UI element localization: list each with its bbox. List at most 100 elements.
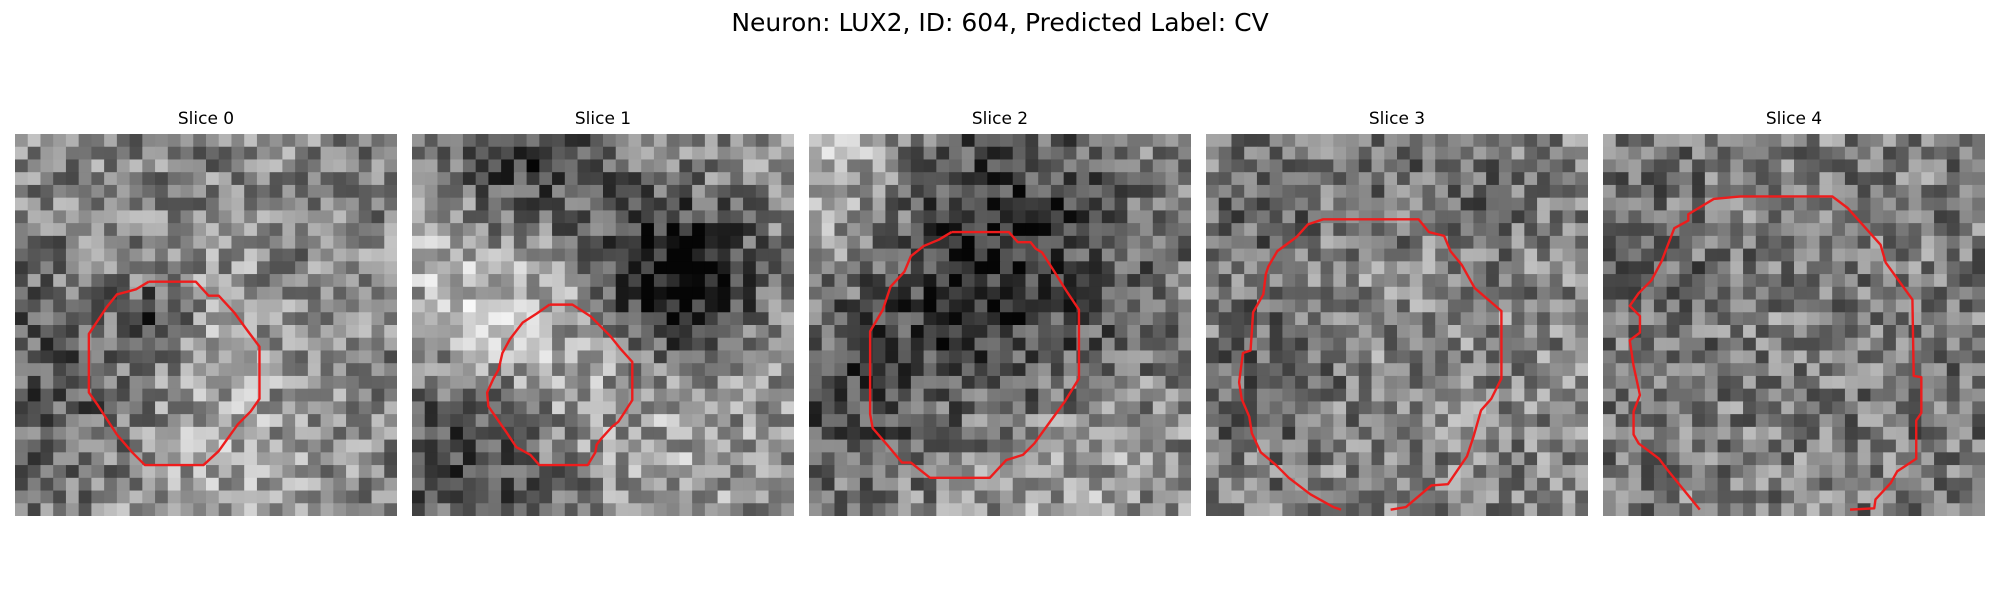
pixel [768, 274, 782, 288]
pixel [1743, 274, 1757, 288]
pixel [1473, 465, 1487, 479]
pixel [936, 503, 950, 516]
pixel [1755, 490, 1770, 504]
pixel [1114, 261, 1128, 275]
pixel [206, 159, 220, 173]
pixel [641, 261, 655, 275]
pixel [1946, 299, 1961, 313]
pixel [1076, 414, 1090, 428]
pixel [1397, 299, 1411, 313]
pixel [358, 426, 373, 441]
pixel [1895, 503, 1910, 516]
pixel [1269, 274, 1283, 288]
pixel [1511, 388, 1525, 402]
pixel [91, 426, 105, 441]
pixel [65, 223, 80, 237]
pixel [552, 388, 566, 402]
pixel [1127, 401, 1141, 415]
pixel [1511, 503, 1525, 516]
pixel [307, 172, 322, 186]
pixel [949, 146, 963, 160]
pixel [218, 134, 232, 148]
pixel [53, 235, 67, 250]
pixel [898, 388, 912, 402]
pixel [1486, 172, 1500, 186]
pixel [1794, 197, 1808, 211]
pixel [961, 439, 976, 453]
pixel [1397, 146, 1411, 160]
pixel [1819, 159, 1833, 173]
pixel [1972, 274, 1985, 288]
pixel [1473, 197, 1487, 211]
pixel [244, 503, 258, 516]
pixel [1692, 426, 1706, 441]
pixel [564, 375, 579, 390]
pixel [1857, 490, 1871, 504]
pixel [641, 134, 655, 148]
pixel [949, 274, 963, 288]
pixel [1615, 363, 1629, 377]
pixel [193, 197, 207, 211]
pixel [244, 388, 258, 402]
pixel [384, 197, 397, 211]
pixel [768, 299, 782, 313]
pixel [269, 375, 283, 390]
pixel [1486, 375, 1500, 390]
pixel [704, 172, 719, 186]
pixel [231, 274, 245, 288]
pixel [1165, 235, 1179, 250]
pixel [1384, 375, 1398, 390]
pixel [1422, 286, 1436, 301]
pixel [1498, 439, 1513, 453]
pixel [320, 401, 334, 415]
pixel [155, 286, 169, 301]
pixel [768, 210, 782, 224]
pixel [679, 414, 693, 428]
pixel [872, 490, 886, 504]
pixel [1076, 184, 1090, 199]
pixel [1603, 363, 1617, 377]
pixel [1743, 134, 1757, 148]
pixel [53, 325, 67, 339]
pixel [885, 299, 899, 313]
pixel [615, 274, 629, 288]
pixel [949, 235, 963, 250]
pixel [628, 477, 642, 492]
pixel [1498, 401, 1513, 415]
pixel [1895, 134, 1910, 148]
pixel [346, 210, 360, 224]
pixel [615, 223, 629, 237]
pixel [1282, 312, 1296, 326]
pixel [1282, 490, 1296, 504]
pixel [1717, 299, 1731, 313]
pixel [1000, 439, 1014, 453]
pixel [307, 134, 322, 148]
pixel [961, 401, 976, 415]
pixel [1934, 426, 1948, 441]
pixel [269, 452, 283, 466]
pixel [1883, 159, 1897, 173]
pixel [180, 248, 194, 262]
pixel [1165, 452, 1179, 466]
pixel [1206, 350, 1220, 364]
pixel [552, 350, 566, 364]
pixel [282, 503, 296, 516]
pixel [834, 286, 848, 301]
pixel [1422, 401, 1436, 415]
pixel [1615, 274, 1629, 288]
pixel [1397, 172, 1411, 186]
pixel [384, 388, 397, 402]
pixel [269, 172, 283, 186]
pixel [1819, 172, 1833, 186]
pixel [231, 172, 245, 186]
pixel [1165, 439, 1179, 453]
pixel [564, 477, 579, 492]
pixel [603, 414, 617, 428]
pixel [949, 452, 963, 466]
pixel [1819, 452, 1833, 466]
pixel [53, 465, 67, 479]
pixel [692, 223, 706, 237]
pixel [1333, 312, 1347, 326]
pixel [910, 477, 925, 492]
pixel [1908, 210, 1922, 224]
